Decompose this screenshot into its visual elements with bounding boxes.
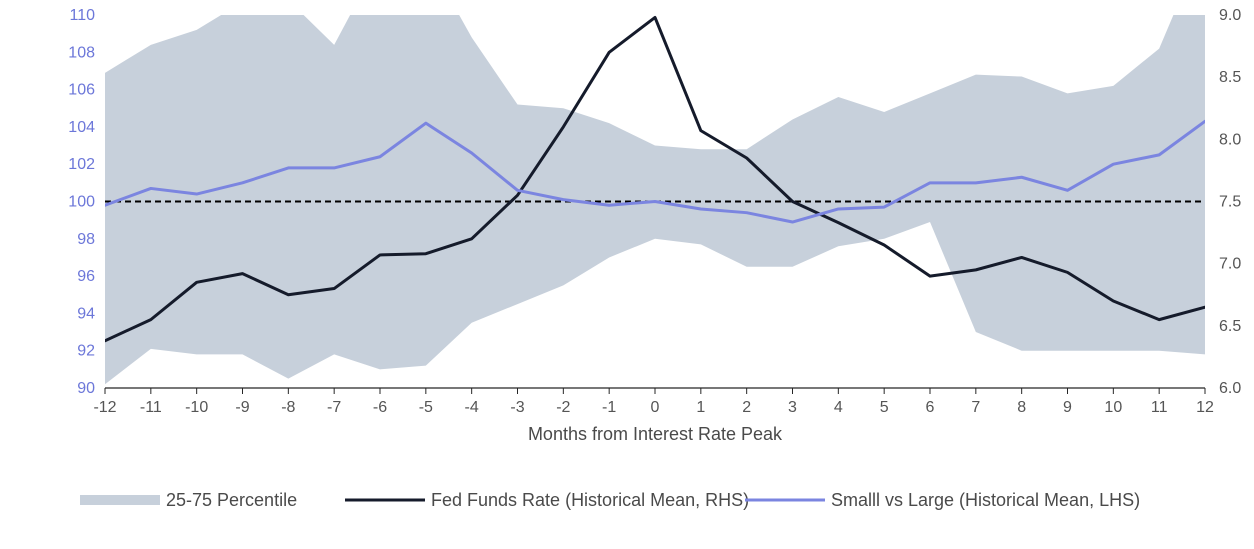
x-tick-label: -3 xyxy=(510,399,524,416)
x-tick-label: 0 xyxy=(651,399,660,416)
y-left-tick-label: 104 xyxy=(68,119,95,136)
x-tick-label: -7 xyxy=(327,399,341,416)
y-left-tick-label: 94 xyxy=(77,305,95,322)
y-left-tick-label: 108 xyxy=(68,44,95,61)
x-axis-title: Months from Interest Rate Peak xyxy=(528,424,783,444)
y-right-tick-label: 7.0 xyxy=(1219,256,1241,273)
y-left-tick-label: 90 xyxy=(77,380,95,397)
x-tick-label: 8 xyxy=(1017,399,1026,416)
x-tick-label: -12 xyxy=(93,399,116,416)
y-left-tick-label: 102 xyxy=(68,156,95,173)
x-tick-label: -9 xyxy=(235,399,249,416)
x-tick-label: 12 xyxy=(1196,399,1214,416)
x-tick-label: -5 xyxy=(419,399,433,416)
x-tick-label: -11 xyxy=(140,399,162,416)
chart-root: { "chart": { "type": "line-band-dualaxis… xyxy=(0,0,1254,544)
x-tick-label: 7 xyxy=(971,399,980,416)
x-tick-label: -8 xyxy=(281,399,295,416)
legend-item-0: 25-75 Percentile xyxy=(80,490,297,510)
x-tick-label: -1 xyxy=(602,399,616,416)
percentile-band xyxy=(105,0,1205,384)
legend-item-1: Fed Funds Rate (Historical Mean, RHS) xyxy=(345,490,749,510)
y-left-tick-label: 96 xyxy=(77,268,95,285)
y-left-tick-label: 98 xyxy=(77,231,95,248)
x-tick-label: 3 xyxy=(788,399,797,416)
legend-swatch-band xyxy=(80,495,160,505)
x-tick-label: -10 xyxy=(185,399,208,416)
y-right-tick-label: 6.5 xyxy=(1219,318,1241,335)
y-right-tick-label: 6.0 xyxy=(1219,380,1241,397)
x-tick-label: 5 xyxy=(880,399,889,416)
y-left-tick-label: 106 xyxy=(68,82,95,99)
legend-label: Fed Funds Rate (Historical Mean, RHS) xyxy=(431,490,749,510)
y-right-tick-label: 7.5 xyxy=(1219,194,1241,211)
x-tick-label: 11 xyxy=(1151,399,1168,416)
x-tick-label: 10 xyxy=(1104,399,1122,416)
chart-canvas: -12-11-10-9-8-7-6-5-4-3-2-10123456789101… xyxy=(0,0,1254,544)
legend-label: 25-75 Percentile xyxy=(166,490,297,510)
x-tick-label: 1 xyxy=(696,399,705,416)
y-left-tick-label: 100 xyxy=(68,194,95,211)
x-tick-label: 6 xyxy=(926,399,935,416)
y-right-tick-label: 9.0 xyxy=(1219,7,1241,24)
x-tick-label: -4 xyxy=(465,399,479,416)
y-left-tick-label: 110 xyxy=(69,7,95,24)
y-right-tick-label: 8.5 xyxy=(1219,69,1241,86)
x-tick-label: 2 xyxy=(742,399,751,416)
legend-item-2: Smalll vs Large (Historical Mean, LHS) xyxy=(745,490,1140,510)
x-tick-label: 4 xyxy=(834,399,843,416)
y-right-tick-label: 8.0 xyxy=(1219,131,1241,148)
x-tick-label: -2 xyxy=(556,399,570,416)
y-left-tick-label: 92 xyxy=(77,343,95,360)
legend-label: Smalll vs Large (Historical Mean, LHS) xyxy=(831,490,1140,510)
x-tick-label: -6 xyxy=(373,399,387,416)
x-tick-label: 9 xyxy=(1063,399,1072,416)
